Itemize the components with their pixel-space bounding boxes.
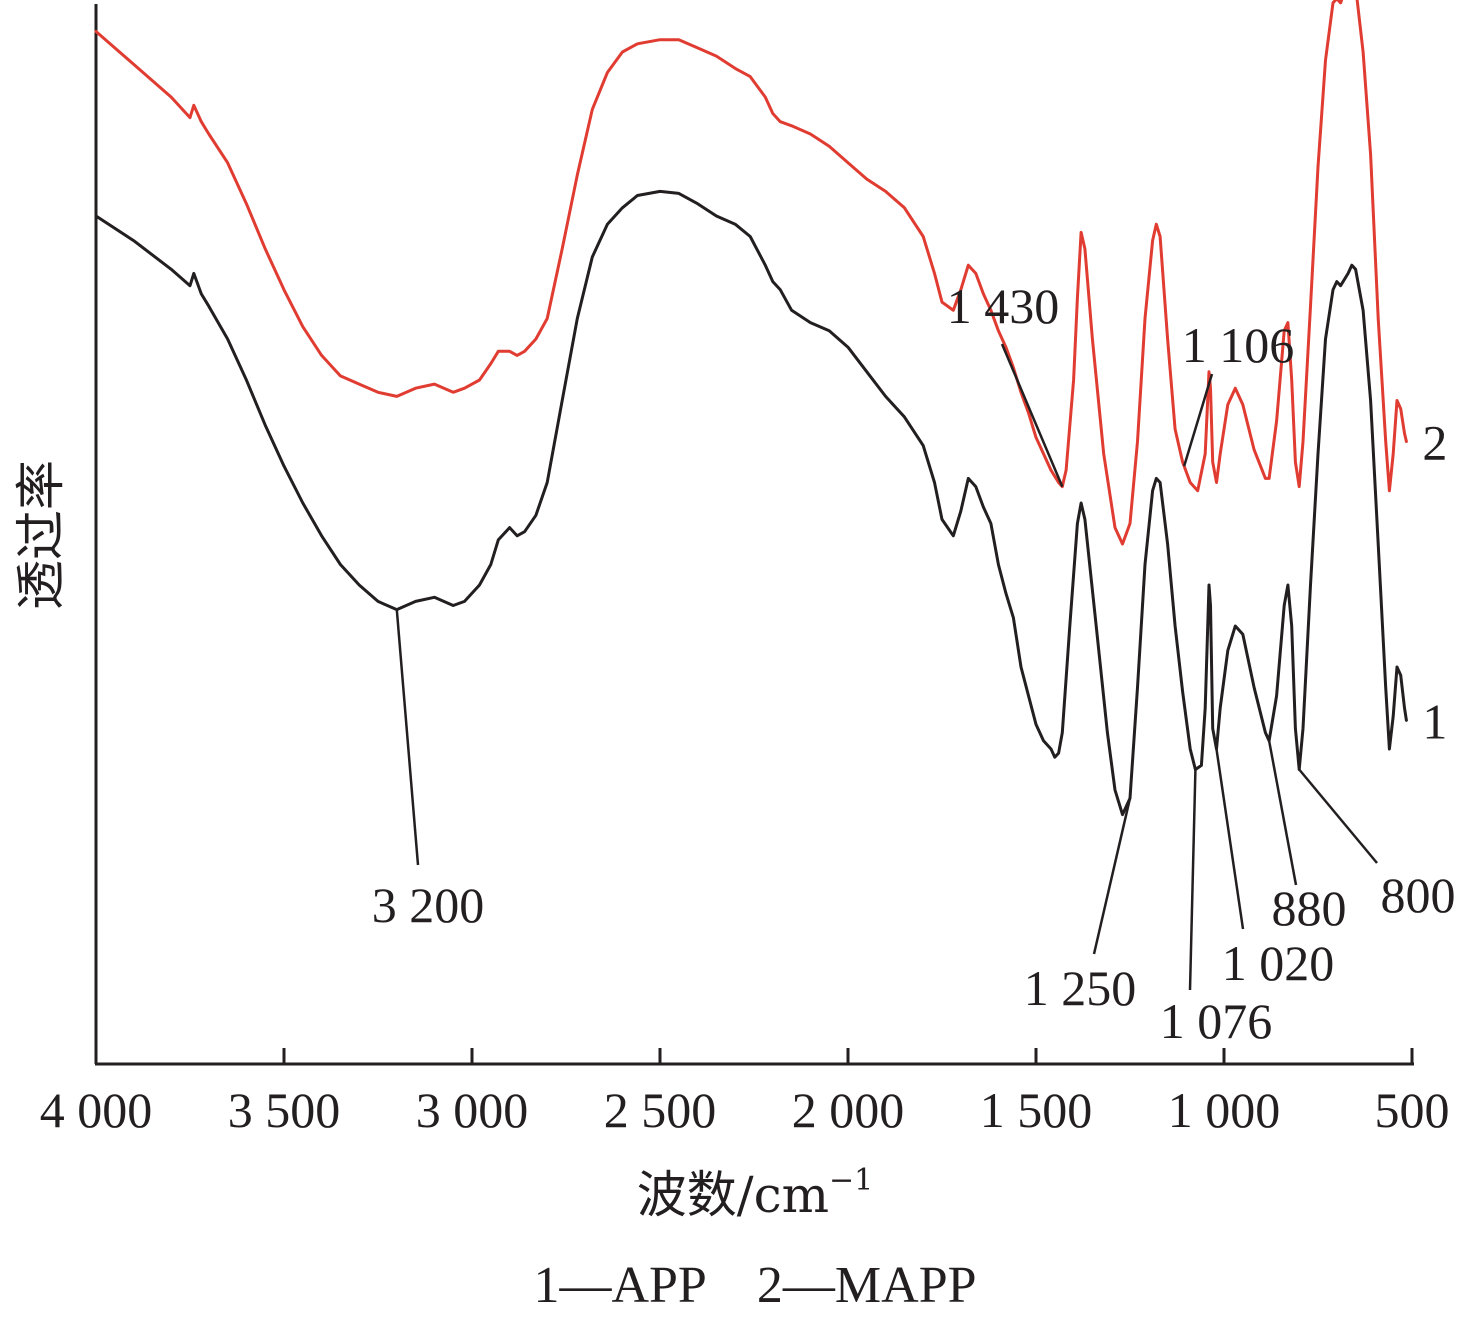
annotation-leader-line [1188, 769, 1197, 991]
series-layer: 12 [94, 0, 1447, 817]
x-tick-label: 2 000 [792, 1082, 905, 1138]
annotation-label: 1 076 [1160, 993, 1273, 1049]
series-1-line [94, 189, 1408, 817]
x-axis-title-superscript: −1 [829, 1163, 873, 1198]
x-tick-label: 500 [1375, 1082, 1450, 1138]
annotation-leader-line [1000, 343, 1064, 488]
annotation-leader-line [1298, 768, 1378, 864]
annotation-label: 1 020 [1222, 935, 1335, 991]
annotation-leader-line [1092, 797, 1132, 955]
annotation-label: 1 106 [1182, 317, 1295, 373]
annotation-leader-line [1215, 748, 1245, 930]
x-tick-label: 1 500 [980, 1082, 1093, 1138]
x-tick-labels: 4 000 3 500 3 000 2 500 2 000 1 500 1 000 500 [40, 1082, 1450, 1138]
axes [94, 4, 1414, 1066]
annotation-label: 880 [1272, 880, 1347, 936]
y-axis-title: 透过率 [12, 460, 70, 610]
x-tick-label: 4 000 [40, 1082, 153, 1138]
series-2-label: 2 [1422, 415, 1447, 471]
annotation-label: 3 200 [372, 877, 485, 933]
x-tick-label: 3 500 [228, 1082, 341, 1138]
annotation-leader-line [395, 609, 420, 866]
legend-caption: 1—APP 2—MAPP [533, 1257, 976, 1314]
x-tick-label: 1 000 [1168, 1082, 1281, 1138]
annotation-leader-line [1267, 740, 1298, 886]
x-tick-label: 2 500 [604, 1082, 717, 1138]
annotation-label: 1 430 [947, 278, 1060, 334]
series-2-line [94, 0, 1408, 546]
x-axis-title: 波数/cm−1 [637, 1163, 874, 1224]
annotation-label: 1 250 [1024, 960, 1137, 1016]
annotation-label: 800 [1381, 867, 1456, 923]
series-1-label: 1 [1422, 693, 1447, 749]
annotation-leader-line [1182, 373, 1214, 467]
x-axis-title-text: 波数/cm [637, 1166, 829, 1224]
x-tick-label: 3 000 [416, 1082, 529, 1138]
